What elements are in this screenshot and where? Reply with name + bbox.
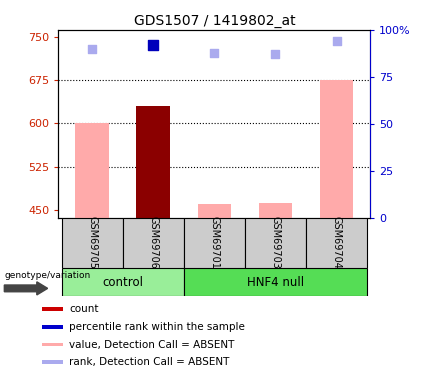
Point: [333, 38, 340, 44]
Title: GDS1507 / 1419802_at: GDS1507 / 1419802_at: [133, 13, 295, 28]
Text: genotype/variation: genotype/variation: [4, 272, 90, 280]
Point: [89, 46, 96, 52]
Bar: [184, 217, 245, 268]
Bar: [197, 204, 231, 218]
Text: GSM69704: GSM69704: [332, 216, 342, 269]
Bar: [184, 268, 367, 296]
Bar: [42, 360, 63, 364]
Bar: [320, 80, 353, 218]
Text: GSM69706: GSM69706: [148, 216, 158, 269]
Bar: [42, 307, 63, 311]
Text: HNF4 null: HNF4 null: [247, 276, 304, 289]
Bar: [136, 106, 170, 218]
Bar: [42, 343, 63, 346]
Bar: [61, 268, 184, 296]
Point: [211, 50, 218, 55]
Text: count: count: [69, 304, 98, 314]
Text: GSM69701: GSM69701: [209, 216, 220, 269]
Text: GSM69705: GSM69705: [87, 216, 97, 269]
Bar: [42, 325, 63, 328]
Text: control: control: [102, 276, 143, 289]
Text: percentile rank within the sample: percentile rank within the sample: [69, 322, 245, 332]
Bar: [75, 123, 109, 218]
Bar: [259, 203, 292, 217]
Bar: [123, 217, 184, 268]
Text: GSM69703: GSM69703: [271, 216, 281, 269]
Text: value, Detection Call = ABSENT: value, Detection Call = ABSENT: [69, 339, 234, 350]
Point: [150, 42, 157, 48]
Bar: [245, 217, 306, 268]
Text: rank, Detection Call = ABSENT: rank, Detection Call = ABSENT: [69, 357, 229, 368]
Bar: [61, 217, 123, 268]
Bar: [306, 217, 367, 268]
Point: [272, 51, 279, 57]
